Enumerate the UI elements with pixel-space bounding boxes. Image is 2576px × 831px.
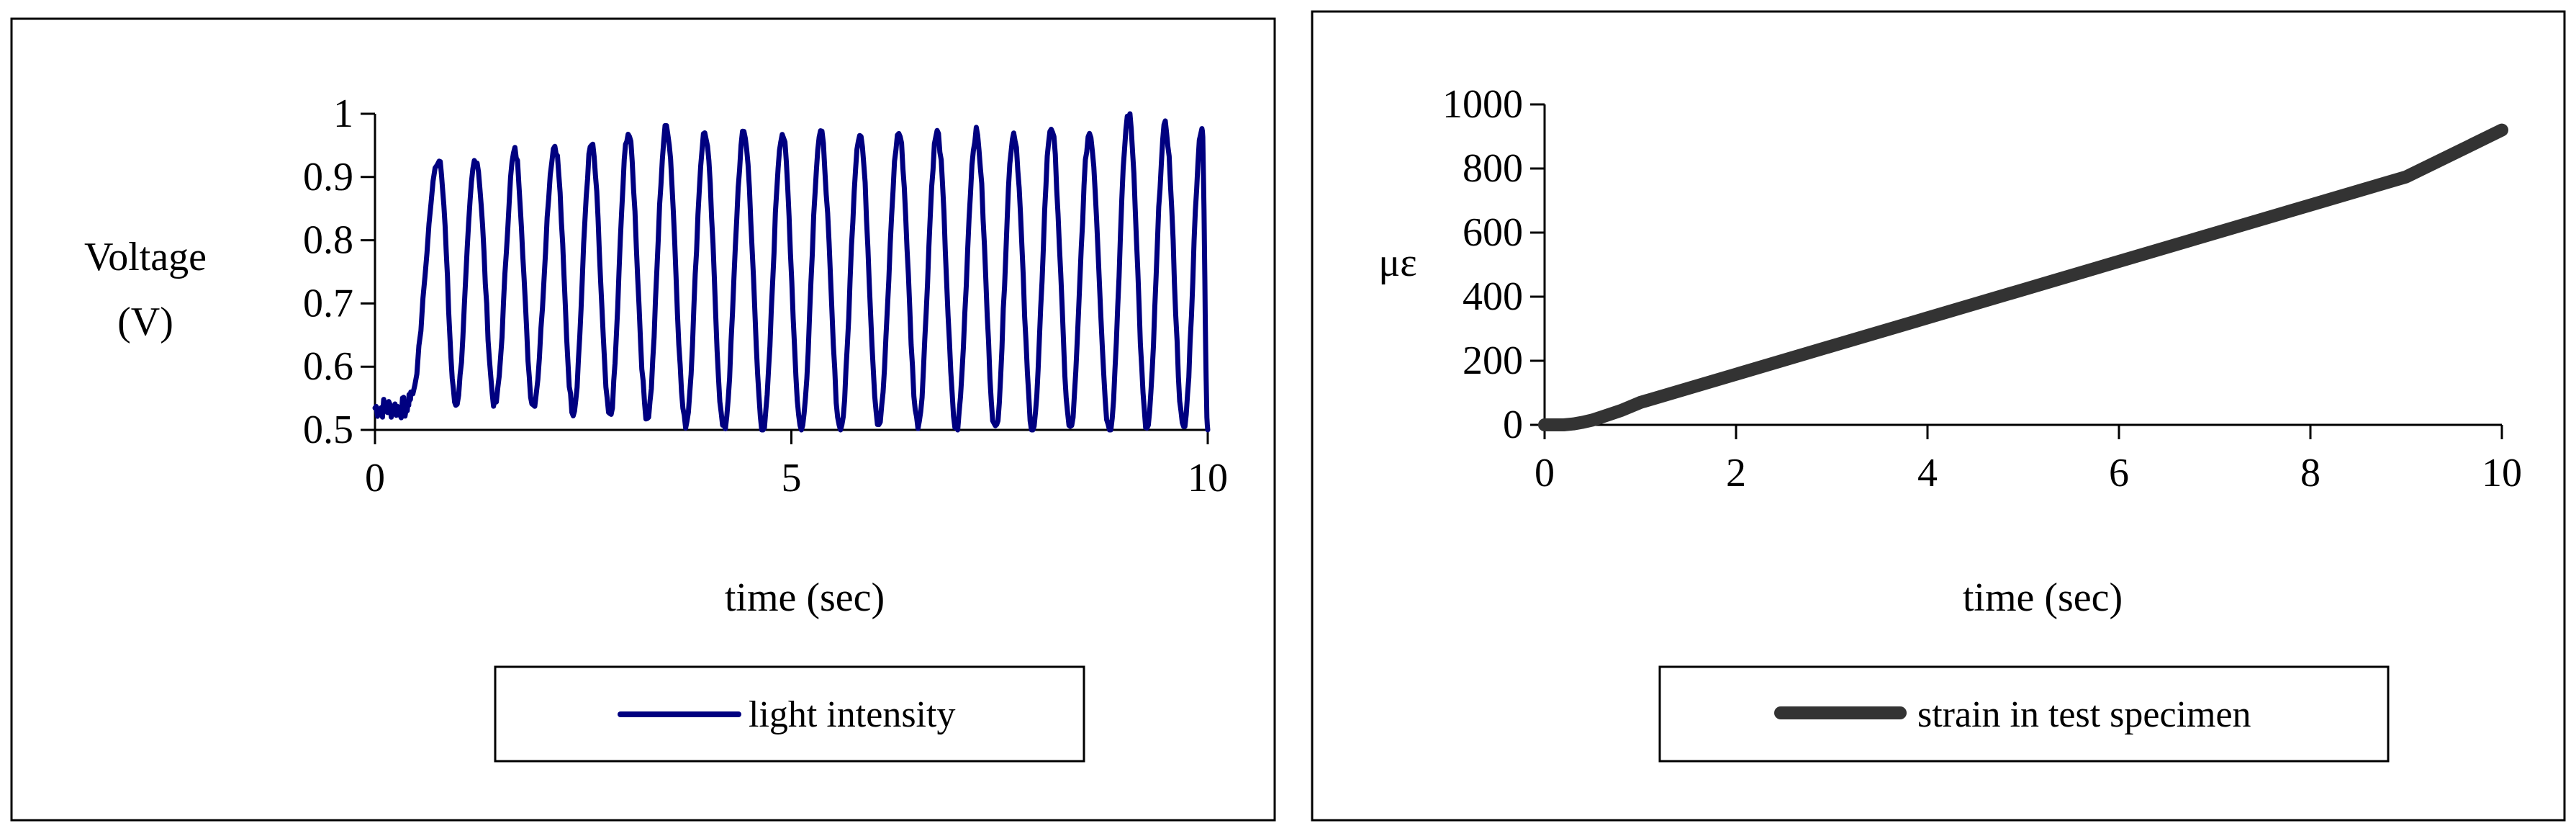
chart-2-legend-label: strain in test specimen xyxy=(1917,694,2251,735)
chart-1-y-tick-label: 0.6 xyxy=(303,344,353,389)
chart-2-x-tick-label: 10 xyxy=(2482,451,2522,495)
chart-2-x-tick-label: 6 xyxy=(2109,451,2129,495)
chart-2-series-line xyxy=(1538,123,2508,431)
panel-light-intensity: 0.50.60.70.80.910 5 10 Voltage (V) time (s… xyxy=(10,17,1276,822)
chart-2-y-axis-label: με xyxy=(1378,241,1417,285)
chart-1-series-line xyxy=(372,111,1211,433)
chart-2-y-tick-label: 400 xyxy=(1463,274,1523,319)
chart-2-y-tick-label: 600 xyxy=(1463,210,1523,255)
chart-1-axes xyxy=(361,112,1209,444)
chart-1-y-tick-label: 0.9 xyxy=(303,155,353,199)
chart-2-x-tick-label: 4 xyxy=(1917,451,1938,495)
chart-2-y-tick-label: 200 xyxy=(1463,338,1523,383)
chart-2-y-tick-label: 800 xyxy=(1463,146,1523,191)
chart-1-legend-label: light intensity xyxy=(749,694,955,735)
chart-1-legend: light intensity xyxy=(494,665,1085,763)
chart-2-x-axis-label: time (sec) xyxy=(1963,575,2123,620)
chart-2-x-tick-label: 8 xyxy=(2300,451,2320,495)
chart-1-legend-box xyxy=(494,665,1085,763)
chart-2-legend: strain in test specimen xyxy=(1658,665,2390,763)
chart-2-y-tick-label: 1000 xyxy=(1442,82,1523,127)
chart-1-y-axis-label-line-2: (V) xyxy=(117,300,173,344)
chart-2-x-tick-label: 0 xyxy=(1535,451,1555,495)
panel-strain: 0 200 400 600 800 1000 0 2 4 6 8 10 με time (sec) s… xyxy=(1311,10,2566,822)
chart-1-x-tick-label: 10 xyxy=(1188,456,1228,500)
chart-2-x-tick-label: 2 xyxy=(1726,451,1746,495)
chart-1-tick-labels: 0.50.60.70.80.910 5 10 xyxy=(303,91,1228,500)
chart-1-y-tick-label: 1 xyxy=(333,91,353,136)
chart-2-y-tick-label: 0 xyxy=(1503,403,1523,447)
chart-2-tick-labels: 0 200 400 600 800 1000 0 2 4 6 8 10 xyxy=(1442,82,2522,495)
chart-2-series xyxy=(1538,123,2508,431)
chart-1-x-axis-label: time (sec) xyxy=(725,575,885,620)
chart-1-x-tick-label: 5 xyxy=(782,456,802,500)
chart-1-y-axis-label-line-1: Voltage xyxy=(84,235,207,279)
chart-1-x-tick-label: 0 xyxy=(365,456,385,500)
chart-1-y-tick-label: 0.8 xyxy=(303,218,353,263)
chart-1-y-tick-label: 0.5 xyxy=(303,408,353,452)
chart-1-y-tick-label: 0.7 xyxy=(303,281,353,325)
chart-1-series xyxy=(372,111,1211,433)
